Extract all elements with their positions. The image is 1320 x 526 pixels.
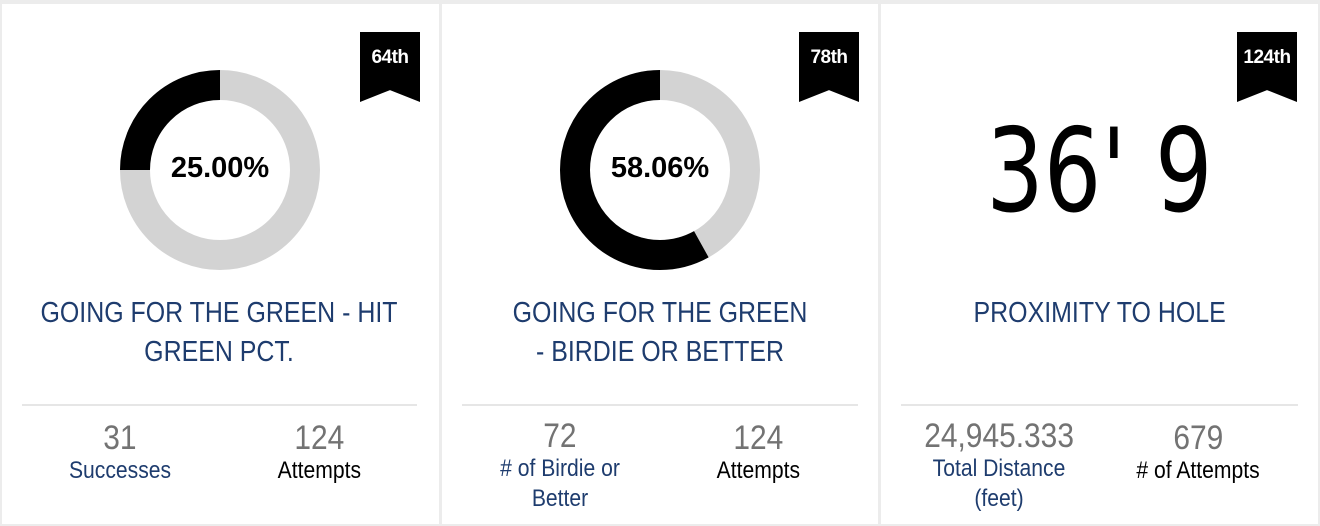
rank-badge: 78th <box>799 32 859 102</box>
percent-value: 25.00% <box>170 152 270 184</box>
stat-title: PROXIMITY TO HOLE <box>973 297 1226 329</box>
stat-card-hit-green-pct: 64th 25.00% GOING FOR THE GREEN - HIT GR… <box>2 4 439 524</box>
stat-card-birdie-or-better: 78th 58.06% GOING FOR THE GREEN - BIRDIE… <box>442 4 878 524</box>
stat-title: GOING FOR THE GREEN - HIT GREEN PCT. <box>39 297 398 368</box>
stat-label: Attempts <box>277 457 361 484</box>
stat-card-proximity-to-hole: 124th 36' 9 PROXIMITY TO HOLE 24,945.333… <box>881 4 1318 524</box>
stat-title: GOING FOR THE GREEN - BIRDIE OR BETTER <box>512 297 808 368</box>
stat-value: 679 <box>1173 419 1223 457</box>
rank-badge: 64th <box>360 32 420 102</box>
stat-birdie-or-better: 72 # of Birdie or Better <box>460 418 660 514</box>
stat-label: # of Attempts <box>1136 457 1260 484</box>
stat-attempts: 124 Attempts <box>658 420 858 486</box>
donut-chart: 25.00% <box>120 70 320 270</box>
stat-value: 31 <box>103 419 137 457</box>
divider <box>462 404 858 406</box>
stat-value: 124 <box>294 419 344 457</box>
stat-value: 72 <box>543 417 577 455</box>
stat-value: 24,945.333 <box>924 417 1074 455</box>
stat-label: Attempts <box>716 457 800 484</box>
rank-badge: 124th <box>1237 32 1297 102</box>
stat-total-distance: 24,945.333 Total Distance (feet) <box>899 418 1099 514</box>
divider <box>22 404 417 406</box>
proximity-value: 36' 9 <box>986 104 1213 239</box>
stat-label: # of Birdie or Better <box>500 455 620 512</box>
stat-value: 124 <box>733 419 783 457</box>
donut-chart: 58.06% <box>560 70 760 270</box>
stat-label: Successes <box>68 457 172 484</box>
stat-attempts: 679 # of Attempts <box>1098 420 1298 486</box>
stat-attempts: 124 Attempts <box>219 420 419 486</box>
divider <box>901 404 1298 406</box>
percent-value: 58.06% <box>610 152 710 184</box>
stat-label: Total Distance (feet) <box>932 455 1066 512</box>
donut-progress <box>120 70 320 270</box>
stat-successes: 31 Successes <box>20 420 220 486</box>
donut-progress <box>560 70 760 270</box>
